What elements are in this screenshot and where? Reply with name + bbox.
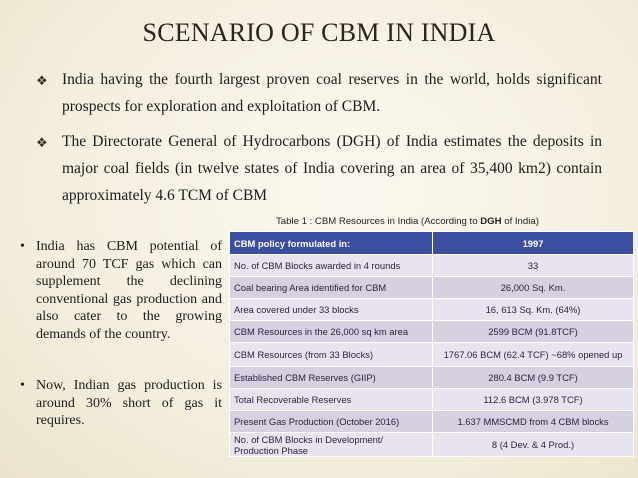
caption-suffix: of India) — [501, 216, 539, 227]
bullet-text: India having the fourth largest proven c… — [62, 71, 602, 115]
row-label: Present Gas Production (October 2016) — [229, 410, 433, 433]
row-label: Area covered under 33 blocks — [229, 298, 433, 321]
left-bullet-gas-shortfall: • Now, Indian gas production is around 3… — [20, 377, 222, 430]
row-label: No. of CBM Blocks in Development/ Produc… — [229, 432, 433, 457]
table-caption: Table 1 : CBM Resources in India (Accord… — [276, 216, 539, 227]
row-label: Established CBM Reserves (GIIP) — [229, 366, 433, 389]
table-row: CBM Resources (from 33 Blocks) 1767.06 B… — [229, 342, 634, 367]
cbm-resources-table: CBM policy formulated in: 1997 No. of CB… — [229, 231, 634, 457]
row-label: No. of CBM Blocks awarded in 4 rounds — [229, 254, 433, 277]
table-row: No. of CBM Blocks in Development/ Produc… — [229, 432, 634, 457]
table-row: Total Recoverable Reserves 112.6 BCM (3.… — [229, 388, 634, 411]
row-label: CBM Resources (from 33 Blocks) — [229, 342, 433, 367]
diamond-bullet-icon: ❖ — [36, 135, 48, 150]
bullet-text: The Directorate General of Hydrocarbons … — [62, 133, 602, 204]
left-bullet-text: Now, Indian gas production is around 30%… — [36, 378, 222, 429]
row-value: 1767.06 BCM (62.4 TCF) ~68% opened up — [432, 342, 634, 367]
slide-title: SCENARIO OF CBM IN INDIA — [142, 18, 496, 47]
row-value: 16, 613 Sq. Km. (64%) — [432, 298, 634, 321]
left-bullet-cbm-potential: • India has CBM potential of around 70 T… — [20, 238, 222, 344]
caption-bold: DGH — [480, 216, 502, 227]
bullet-dot-icon: • — [20, 378, 25, 393]
row-value: 33 — [432, 254, 634, 277]
table-row: Coal bearing Area identified for CBM 26,… — [229, 276, 634, 299]
caption-prefix: Table 1 : CBM Resources in India (Accord… — [276, 216, 481, 227]
table-row: Present Gas Production (October 2016) 1.… — [229, 410, 634, 433]
table-header-row: CBM policy formulated in: 1997 — [229, 231, 634, 255]
row-value: 112.6 BCM (3.978 TCF) — [432, 388, 634, 411]
table-header-value: 1997 — [432, 231, 634, 255]
row-value: 8 (4 Dev. & 4 Prod.) — [432, 432, 634, 457]
row-value: 1.637 MMSCMD from 4 CBM blocks — [432, 410, 634, 433]
row-label: CBM Resources in the 26,000 sq km area — [229, 320, 433, 343]
bullet-coal-reserves: ❖ India having the fourth largest proven… — [36, 66, 602, 120]
row-value: 280.4 BCM (9.9 TCF) — [432, 366, 634, 389]
row-label: Coal bearing Area identified for CBM — [229, 276, 433, 299]
diamond-bullet-icon: ❖ — [36, 73, 48, 88]
row-value: 2599 BCM (91.8TCF) — [432, 320, 634, 343]
table-row: No. of CBM Blocks awarded in 4 rounds 33 — [229, 254, 634, 277]
row-value: 26,000 Sq. Km. — [432, 276, 634, 299]
bullet-dot-icon: • — [20, 239, 25, 254]
table-row: CBM Resources in the 26,000 sq km area 2… — [229, 320, 634, 343]
left-bullet-text: India has CBM potential of around 70 TCF… — [36, 239, 222, 342]
bullet-dgh-estimate: ❖ The Directorate General of Hydrocarbon… — [36, 128, 602, 209]
table-header-label: CBM policy formulated in: — [229, 231, 433, 255]
row-label: Total Recoverable Reserves — [229, 388, 433, 411]
table-row: Established CBM Reserves (GIIP) 280.4 BC… — [229, 366, 634, 389]
table-row: Area covered under 33 blocks 16, 613 Sq.… — [229, 298, 634, 321]
